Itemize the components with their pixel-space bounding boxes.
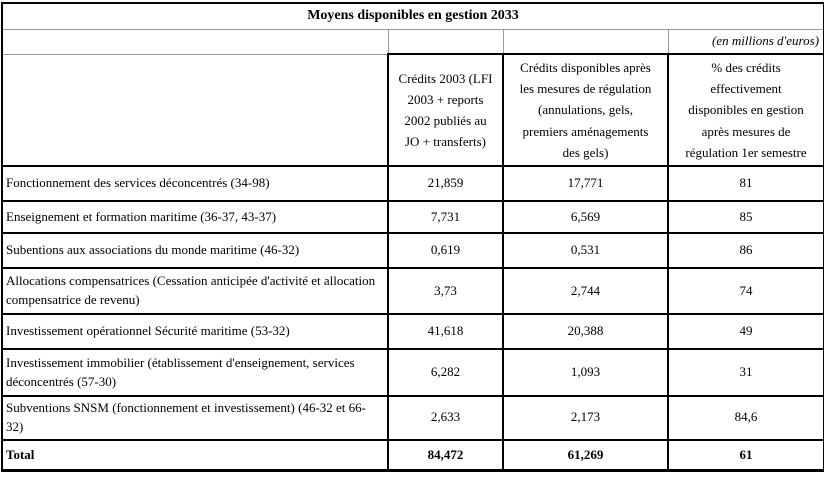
pct-value: 49 xyxy=(666,313,824,350)
units-note: (en millions d'euros) xyxy=(667,29,824,55)
credits-2003-value: 6,282 xyxy=(387,348,504,397)
credits-apres-value: 1,093 xyxy=(502,348,669,397)
column-header-row: Crédits 2003 (LFI 2003 + reports 2002 pu… xyxy=(2,53,824,167)
pct-value: 86 xyxy=(666,232,824,269)
credits-2003-value: 0,619 xyxy=(387,232,504,269)
table-row: Subentions aux associations du monde mar… xyxy=(2,232,824,269)
units-row: (en millions d'euros) xyxy=(2,29,824,55)
moyens-disponibles-table: Moyens disponibles en gestion 2033 (en m… xyxy=(1,2,824,473)
row-label: Enseignement et formation maritime (36-3… xyxy=(2,200,389,234)
credits-2003-value: 41,618 xyxy=(387,313,504,350)
row-label: Investissement immobilier (établissement… xyxy=(2,348,389,397)
pct-value: 84,6 xyxy=(666,395,824,441)
total-credits-2003-value: 84,472 xyxy=(387,438,504,473)
row-label: Subentions aux associations du monde mar… xyxy=(2,232,389,269)
table-title-row: Moyens disponibles en gestion 2033 xyxy=(2,3,824,30)
row-label: Fonctionnement des services déconcentrés… xyxy=(2,165,389,202)
total-credits-apres-value: 61,269 xyxy=(502,438,669,473)
table-row: Allocations compensatrices (Cessation an… xyxy=(2,267,824,315)
row-label: Subventions SNSM (fonctionnement et inve… xyxy=(2,395,389,441)
credits-apres-value: 2,173 xyxy=(502,395,669,441)
table-title: Moyens disponibles en gestion 2033 xyxy=(2,3,824,30)
pct-value: 31 xyxy=(666,348,824,397)
table-row: Investissement immobilier (établissement… xyxy=(2,348,824,397)
credits-2003-value: 7,731 xyxy=(387,200,504,234)
table-row: Enseignement et formation maritime (36-3… xyxy=(2,200,824,234)
credits-apres-value: 6,569 xyxy=(502,200,669,234)
column-header-pct-disponibles: % des crédits effectivement disponibles … xyxy=(666,53,824,167)
credits-apres-value: 2,744 xyxy=(502,267,669,315)
empty-header-cell xyxy=(2,53,389,167)
table-row: Investissement opérationnel Sécurité mar… xyxy=(2,313,824,350)
empty-cell xyxy=(387,29,503,55)
pct-value: 85 xyxy=(666,200,824,234)
credits-apres-value: 20,388 xyxy=(502,313,669,350)
row-label: Allocations compensatrices (Cessation an… xyxy=(2,267,389,315)
empty-cell xyxy=(2,29,388,55)
column-header-credits-apres-regulation: Crédits disponibles après les mesures de… xyxy=(502,53,669,167)
table-row: Subventions SNSM (fonctionnement et inve… xyxy=(2,395,824,441)
table-row: Fonctionnement des services déconcentrés… xyxy=(2,165,824,202)
column-header-credits-2003: Crédits 2003 (LFI 2003 + reports 2002 pu… xyxy=(387,53,504,167)
total-row: Total 84,472 61,269 61 xyxy=(2,438,824,473)
row-label: Investissement opérationnel Sécurité mar… xyxy=(2,313,389,350)
credits-2003-value: 3,73 xyxy=(387,267,504,315)
credits-apres-value: 0,531 xyxy=(502,232,669,269)
pct-value: 74 xyxy=(666,267,824,315)
total-pct-value: 61 xyxy=(666,438,824,473)
total-label: Total xyxy=(2,438,389,473)
credits-2003-value: 21,859 xyxy=(387,165,504,202)
empty-cell xyxy=(502,29,668,55)
credits-apres-value: 17,771 xyxy=(502,165,669,202)
pct-value: 81 xyxy=(666,165,824,202)
credits-2003-value: 2,633 xyxy=(387,395,504,441)
